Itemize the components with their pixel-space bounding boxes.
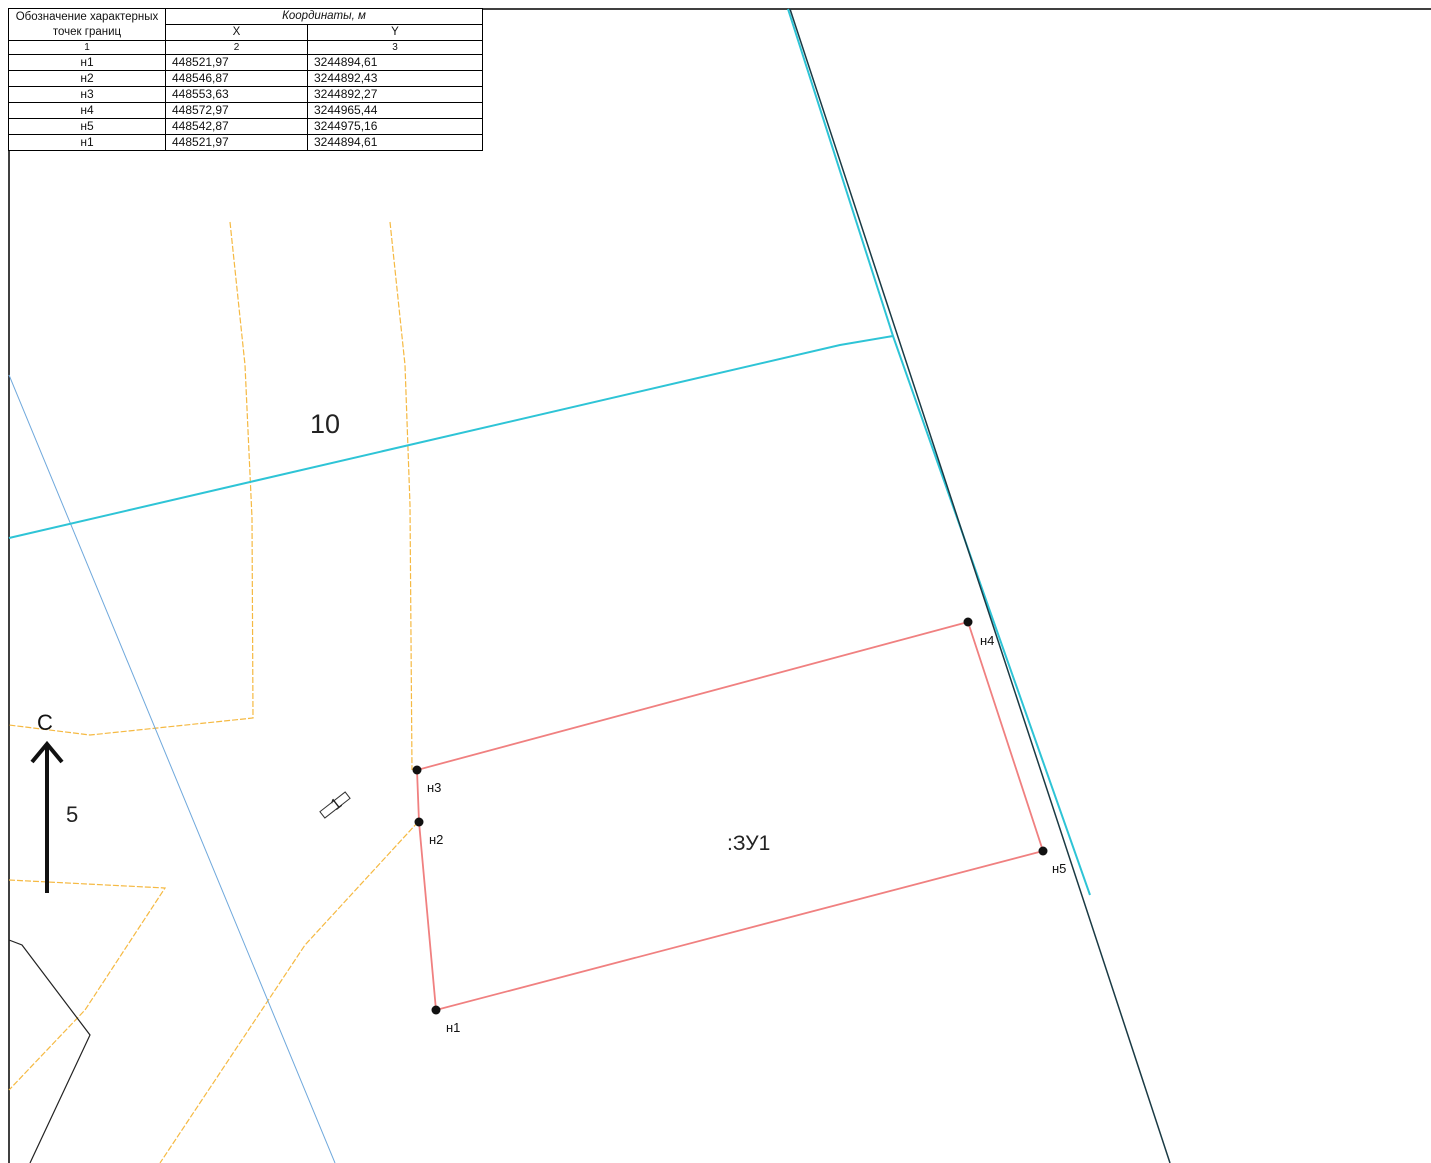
row-point: н1: [8, 54, 166, 71]
point-label-n4: н4: [980, 633, 994, 648]
point-label-n3: н3: [427, 780, 441, 795]
table-row: н5 448542,87 3244975,16: [8, 118, 483, 135]
header-y: Y: [307, 24, 483, 41]
block-label-10: 10: [310, 409, 340, 439]
row-x: 448542,87: [165, 118, 308, 135]
row-x: 448546,87: [165, 70, 308, 87]
column-number-1: 1: [8, 40, 166, 55]
row-y: 3244892,27: [307, 86, 483, 103]
point-marker-n3: [412, 765, 422, 775]
boundary-points: [412, 617, 1048, 1015]
row-point: н2: [8, 70, 166, 87]
point-marker-n1: [431, 1005, 441, 1015]
header-x: X: [165, 24, 308, 41]
orange-dashed-boundaries: [8, 221, 419, 1163]
dark-boundary-line: [789, 8, 1171, 1163]
header-coordinates: Координаты, м: [165, 8, 483, 25]
block-label-5: 5: [66, 802, 78, 827]
row-y: 3244975,16: [307, 118, 483, 135]
row-x: 448572,97: [165, 102, 308, 119]
row-point: н3: [8, 86, 166, 103]
table-row: н2 448546,87 3244892,43: [8, 70, 483, 87]
row-x: 448553,63: [165, 86, 308, 103]
parcel-boundary: [416, 620, 1045, 1012]
parcel-label: :ЗУ1: [727, 832, 770, 855]
row-point: н5: [8, 118, 166, 135]
north-arrow: С: [30, 710, 64, 893]
row-x: 448521,97: [165, 134, 308, 151]
cyan-boundaries: [8, 8, 1091, 896]
column-number-3: 3: [307, 40, 483, 55]
row-x: 448521,97: [165, 54, 308, 71]
north-label: С: [37, 710, 53, 735]
column-number-2: 2: [165, 40, 308, 55]
row-y: 3244892,43: [307, 70, 483, 87]
table-row: н1 448521,97 3244894,61: [8, 54, 483, 71]
point-label-n2: н2: [429, 832, 443, 847]
table-row: н4 448572,97 3244965,44: [8, 102, 483, 119]
table-row: н3 448553,63 3244892,27: [8, 86, 483, 103]
point-label-n1: н1: [446, 1020, 460, 1035]
point-marker-n5: [1038, 846, 1048, 856]
coordinates-table: Обозначение характерных точек границ Коо…: [8, 8, 483, 151]
table-row: н1 448521,97 3244894,61: [8, 134, 483, 151]
row-y: 3244965,44: [307, 102, 483, 119]
block-marker-1: 1: [319, 791, 351, 819]
header-point-designation: Обозначение характерных точек границ: [8, 8, 166, 41]
point-marker-n2: [414, 817, 424, 827]
dark-lower-left-polygon: [8, 939, 91, 1163]
row-y: 3244894,61: [307, 54, 483, 71]
row-point: н1: [8, 134, 166, 151]
blue-diagonal-line: [8, 374, 336, 1163]
point-marker-n4: [963, 617, 973, 627]
point-label-n5: н5: [1052, 861, 1066, 876]
row-point: н4: [8, 102, 166, 119]
row-y: 3244894,61: [307, 134, 483, 151]
